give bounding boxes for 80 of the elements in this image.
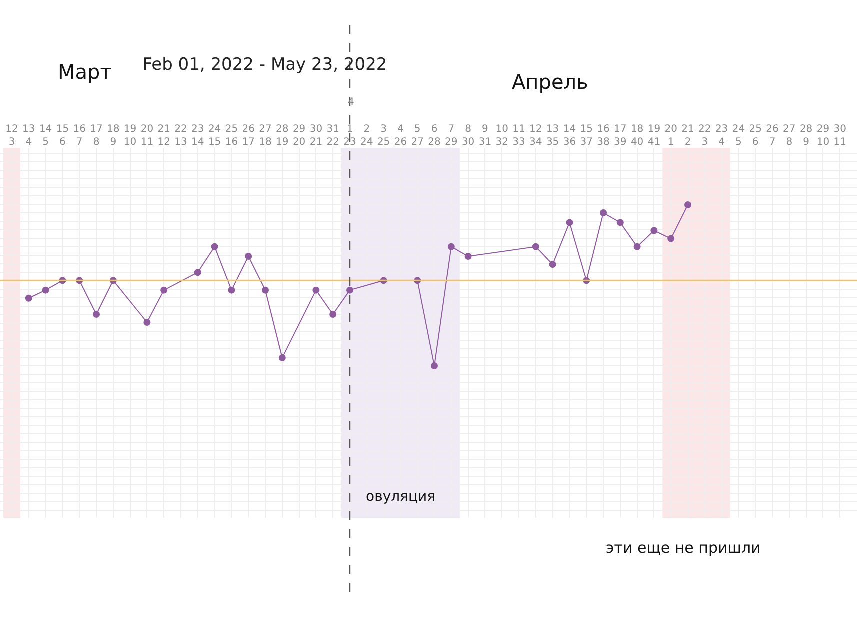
x-tick-label: 29 20 (292, 124, 306, 148)
x-tick-label: 19 10 (124, 124, 137, 148)
x-tick-label: 7 29 (445, 124, 458, 148)
x-tick-label: 25 6 (749, 124, 762, 148)
x-tick-label: 12 3 (6, 124, 18, 148)
x-tick-label: 25 16 (225, 124, 238, 148)
x-tick-label: 17 39 (614, 124, 627, 148)
x-tick-label: 15 37 (580, 124, 593, 148)
x-tick-label: 20 1 (664, 124, 678, 148)
x-tick-label: 19 41 (648, 124, 661, 148)
x-tick-label: 14 36 (563, 124, 576, 148)
x-tick-label: 29 10 (816, 124, 830, 148)
point (211, 243, 218, 250)
point (194, 269, 202, 276)
point (25, 294, 32, 302)
x-tick-label: 28 19 (276, 124, 289, 148)
x-tick-label: 21 12 (158, 124, 170, 148)
point (262, 286, 269, 294)
point (634, 243, 641, 250)
point (616, 219, 624, 226)
point (448, 243, 455, 250)
x-tick-label: 13 4 (22, 124, 36, 148)
point (566, 219, 574, 226)
point (144, 319, 151, 326)
point (93, 310, 100, 318)
x-tick-label: 30 11 (834, 124, 846, 148)
x-tick-label: 12 34 (530, 124, 542, 148)
x-tick-label: 23 14 (192, 124, 204, 148)
text: Март (58, 60, 112, 84)
x-tick-label: 28 9 (800, 124, 813, 148)
x-tick-label: 24 5 (732, 124, 746, 148)
x-tick-label: 26 7 (766, 124, 779, 148)
point (42, 286, 50, 294)
band-label: овуляция (366, 489, 436, 505)
x-tick-label: 22 13 (174, 124, 188, 148)
x-tick-label: 14 5 (39, 124, 52, 148)
x-tick-label: 4 26 (394, 124, 408, 148)
x-tick-label: 18 40 (630, 124, 644, 148)
x-tick-label: 5 27 (411, 124, 424, 148)
x-tick-label: 6 28 (428, 124, 441, 148)
point (684, 202, 692, 208)
x-tick-label: 17 8 (90, 124, 103, 148)
x-tick-label: 2 24 (360, 124, 374, 148)
x-tick-label: 1 23 (344, 124, 356, 148)
point (278, 354, 286, 362)
text: Апрель (512, 70, 588, 94)
point (464, 253, 472, 260)
x-tick-label: 26 17 (242, 124, 255, 148)
x-tick-label: 27 18 (259, 124, 272, 148)
point (532, 243, 540, 250)
x-tick-label: 31 22 (326, 124, 340, 148)
point (650, 227, 658, 234)
x-tick-label: 3 25 (377, 124, 390, 148)
x-tick-label: 9 31 (478, 124, 492, 148)
point (346, 286, 354, 294)
point (160, 286, 168, 294)
point (228, 286, 236, 294)
x-tick-label: 23 4 (715, 124, 728, 148)
x-tick-label: 16 38 (597, 124, 610, 148)
x-tick-label: 21 2 (682, 124, 694, 148)
point (549, 261, 556, 268)
x-tick-label: 10 32 (496, 124, 508, 148)
x-tick-label: 8 30 (462, 124, 475, 148)
text: эти еще не пришли (606, 539, 761, 557)
x-tick-label: 24 15 (208, 124, 222, 148)
point (312, 286, 320, 294)
x-tick-label: 30 21 (310, 124, 323, 148)
point (330, 310, 337, 318)
x-tick-label: 18 9 (107, 124, 120, 148)
x-tick-label: 11 33 (512, 124, 526, 148)
point (245, 253, 252, 260)
x-tick-label: 22 3 (698, 124, 712, 148)
x-tick-label: 20 11 (140, 124, 154, 148)
x-tick-label: 16 7 (73, 124, 86, 148)
x-tick-label: 27 8 (783, 124, 796, 148)
x-tick-label: 15 6 (56, 124, 70, 148)
point (668, 235, 675, 242)
x-tick-label: 13 35 (546, 124, 560, 148)
point (600, 210, 607, 217)
point (431, 362, 438, 370)
